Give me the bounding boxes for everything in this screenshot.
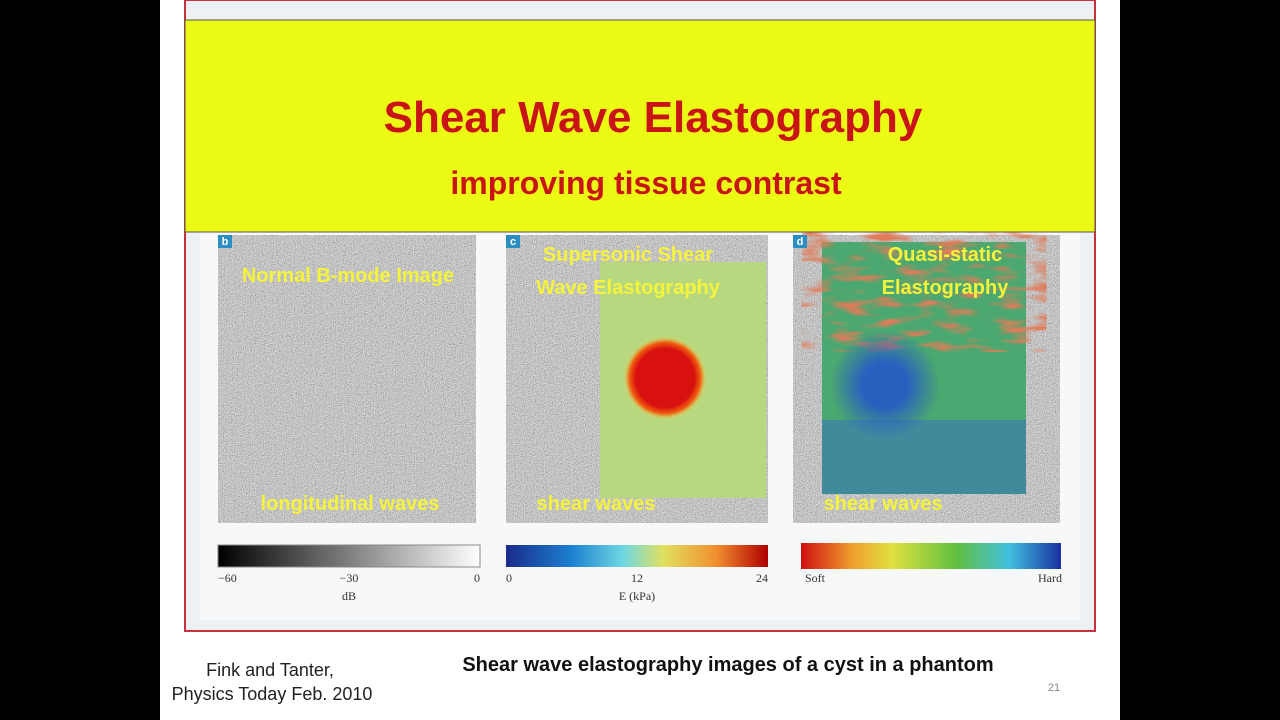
panel-letter-badge: [793, 235, 807, 248]
figure-caption: Shear wave elastography images of a cyst…: [462, 654, 993, 676]
colorbar-tick-label: 24: [756, 571, 768, 585]
b-mode-image: [218, 235, 476, 523]
subtitle: improving tissue contrast: [450, 165, 842, 201]
colorbar-tick-label: Soft: [805, 571, 826, 585]
colorbar-tick-label: Hard: [1038, 571, 1062, 585]
panel-caption-bottom: longitudinal waves: [261, 493, 440, 515]
panel-letter: b: [222, 236, 229, 248]
colorbar-tick-label: 0: [506, 571, 512, 585]
citation-line: Physics Today Feb. 2010: [172, 684, 373, 704]
title: Shear Wave Elastography: [384, 93, 923, 142]
panel-letter: d: [797, 236, 804, 248]
colorbar-tick-label: 12: [631, 571, 643, 585]
colorbar-d: [801, 543, 1061, 569]
panel-letter-badge: [506, 235, 520, 248]
colorbar-c: [506, 545, 768, 567]
cyst-soft: [830, 330, 940, 440]
colorbar-unit: E (kPa): [619, 589, 655, 603]
panel-caption-bottom: shear waves: [537, 493, 656, 515]
panel-caption-top: Supersonic Shear: [543, 244, 713, 266]
colorbar-tick-label: −30: [340, 571, 359, 585]
panel-caption-top: Wave Elastography: [536, 277, 721, 299]
soft-region: [822, 420, 1026, 494]
panel-letter: c: [510, 236, 516, 248]
colorbar-unit: dB: [342, 589, 356, 603]
panel-caption-top: Quasi-static: [888, 244, 1002, 266]
panel-caption-bottom: shear waves: [824, 493, 943, 515]
panel-letter-badge: [218, 235, 232, 248]
colorbar-tick-label: −60: [218, 571, 237, 585]
stiff-streaks: [822, 242, 1026, 342]
colorbar-b: [217, 544, 481, 568]
panel-caption-top: Elastography: [882, 277, 1010, 299]
panel-caption-top: Normal B-mode Image: [242, 265, 454, 287]
page-number: 21: [1048, 682, 1060, 694]
colorbar-tick-label: 0: [474, 571, 480, 585]
title-box: [184, 19, 1096, 233]
citation-line: Fink and Tanter,: [206, 660, 334, 680]
cyst-stiff: [623, 336, 707, 420]
